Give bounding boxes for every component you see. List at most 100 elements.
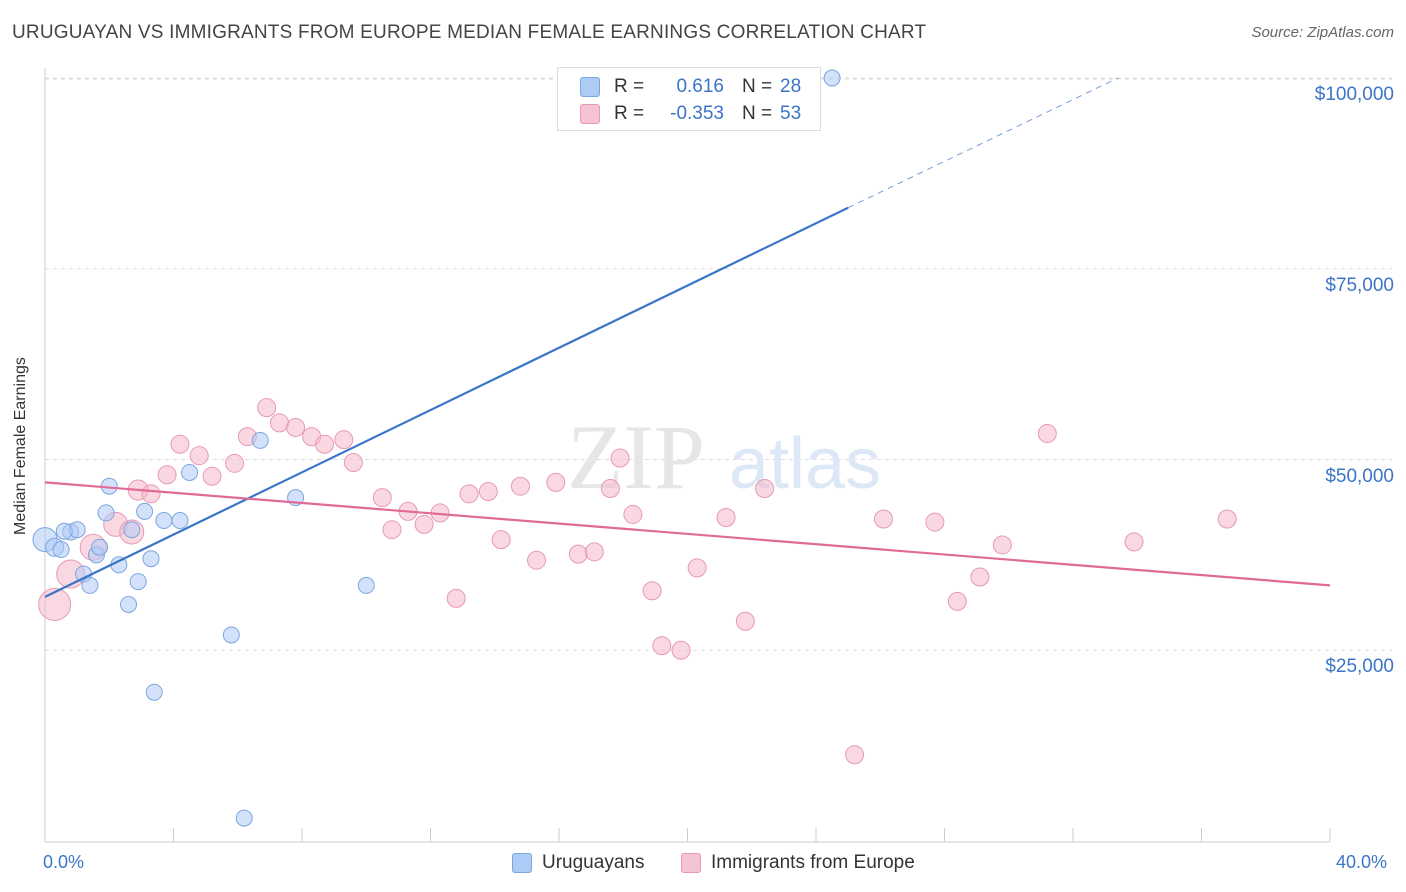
- data-point: [1124, 532, 1144, 552]
- data-point: [181, 463, 199, 481]
- series-uruguayans-points: [32, 69, 841, 827]
- data-point: [610, 448, 630, 468]
- data-point: [136, 502, 154, 520]
- data-point: [155, 512, 173, 530]
- data-point: [600, 478, 620, 498]
- n-label: N =: [742, 76, 773, 97]
- data-point: [343, 453, 363, 473]
- data-point: [157, 465, 177, 485]
- data-point: [270, 413, 290, 433]
- bottom-legend-immigrants: Immigrants from Europe: [681, 852, 915, 874]
- data-point: [925, 512, 945, 532]
- data-point: [142, 550, 160, 568]
- legend-swatch-blue: [580, 77, 600, 97]
- data-point: [81, 576, 99, 594]
- trend-lines: [44, 77, 1331, 598]
- data-point: [202, 466, 222, 486]
- data-point: [823, 69, 841, 87]
- data-point: [314, 434, 334, 454]
- data-point: [145, 683, 163, 701]
- data-point: [97, 504, 115, 522]
- data-point: [652, 636, 672, 656]
- data-point: [120, 595, 138, 613]
- r-value: -0.353: [670, 103, 724, 124]
- bottom-legend-uruguayans: Uruguayans: [512, 852, 644, 874]
- data-point: [1217, 509, 1237, 529]
- y-tick-label: $25,000: [1325, 656, 1394, 678]
- data-point: [55, 522, 73, 540]
- data-point: [642, 581, 662, 601]
- data-point: [546, 472, 566, 492]
- data-point: [527, 550, 547, 570]
- trend-line-extension: [847, 77, 1119, 209]
- trend-line: [44, 206, 849, 598]
- legend-swatch-pink: [580, 104, 600, 124]
- data-point: [251, 431, 269, 449]
- legend-label: Uruguayans: [542, 852, 645, 873]
- correlation-legend: R = 0.616 N = 28 R = -0.353 N = 53: [557, 67, 821, 131]
- data-point: [372, 488, 392, 508]
- data-point: [510, 476, 530, 496]
- data-point: [671, 640, 691, 660]
- data-point: [129, 573, 147, 591]
- axes: [44, 68, 1331, 843]
- data-point: [286, 417, 306, 437]
- data-point: [1037, 424, 1057, 444]
- data-point: [141, 484, 161, 504]
- x-min-label: 0.0%: [43, 852, 85, 872]
- r-label: R =: [614, 103, 645, 124]
- data-point: [414, 514, 434, 534]
- data-point: [947, 591, 967, 611]
- y-tick-label: $100,000: [1314, 84, 1394, 105]
- data-point: [91, 538, 109, 556]
- data-point: [568, 544, 588, 564]
- legend-label: Immigrants from Europe: [711, 852, 915, 873]
- data-point: [584, 542, 604, 562]
- data-point: [845, 745, 865, 765]
- legend-swatch-blue: [512, 853, 532, 873]
- data-point: [873, 509, 893, 529]
- gridlines: [45, 77, 1392, 651]
- watermark: ZIP atlas: [567, 406, 881, 508]
- data-point: [735, 611, 755, 631]
- legend-swatch-pink: [681, 853, 701, 873]
- trend-line: [44, 481, 1331, 587]
- data-point: [222, 626, 240, 644]
- data-point: [334, 430, 354, 450]
- n-label: N =: [742, 103, 773, 124]
- data-point: [459, 484, 479, 504]
- data-point: [235, 809, 253, 827]
- n-value: 53: [780, 103, 802, 124]
- chart-title: URUGUAYAN VS IMMIGRANTS FROM EUROPE MEDI…: [12, 22, 927, 43]
- data-point: [491, 530, 511, 550]
- data-point: [687, 558, 707, 578]
- data-point: [225, 453, 245, 473]
- source-label: Source: ZipAtlas.com: [1251, 24, 1394, 41]
- legend-row-uruguayans: R = 0.616 N = 28: [580, 76, 801, 98]
- data-point: [478, 482, 498, 502]
- y-tick-label: $75,000: [1325, 274, 1394, 296]
- data-point: [257, 398, 277, 418]
- data-point: [171, 512, 189, 530]
- legend-row-immigrants: R = -0.353 N = 53: [580, 103, 801, 125]
- data-point: [970, 567, 990, 587]
- data-point: [52, 541, 70, 559]
- data-point: [189, 446, 209, 466]
- data-point: [123, 521, 141, 539]
- r-value: 0.616: [676, 76, 724, 97]
- data-point: [446, 588, 466, 608]
- x-max-label: 40.0%: [1336, 852, 1388, 872]
- data-point: [382, 520, 402, 540]
- data-point: [716, 507, 736, 527]
- y-tick-label: $50,000: [1325, 465, 1394, 487]
- data-point: [357, 576, 375, 594]
- data-point: [992, 535, 1012, 555]
- watermark-atlas: atlas: [729, 424, 881, 504]
- watermark-zip: ZIP: [567, 406, 705, 508]
- r-label: R =: [614, 76, 645, 97]
- data-point: [170, 434, 190, 454]
- n-value: 28: [780, 76, 802, 97]
- data-point: [755, 478, 775, 498]
- series-immigrants-points: [38, 398, 1237, 765]
